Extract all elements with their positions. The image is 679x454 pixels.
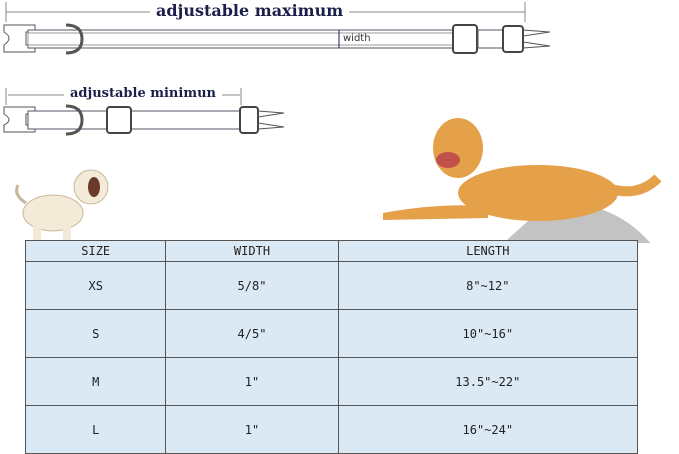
header-width: WIDTH (165, 240, 339, 262)
width-cell: 4/5" (165, 309, 339, 358)
table-row: S 4/5" 10"~16" (24, 309, 639, 358)
table-row: M 1" 13.5"~22" (24, 357, 639, 406)
width-cell: 1" (165, 357, 339, 406)
golden-retriever-illustration (383, 118, 662, 243)
table-row: L 1" 16"~24" (24, 405, 639, 454)
length-cell: 8"~12" (337, 261, 639, 310)
width-label: width (343, 33, 371, 44)
table-row: XS 5/8" 8"~12" (24, 261, 639, 310)
size-cell: XS (24, 261, 167, 310)
collar-max-label: adjustable maximum (150, 1, 350, 20)
length-cell: 16"~24" (337, 405, 639, 454)
puppy-illustration (15, 169, 109, 240)
size-cell: M (24, 357, 167, 406)
length-cell: 13.5"~22" (337, 357, 639, 406)
width-cell: 5/8" (165, 261, 339, 310)
size-cell: S (24, 309, 167, 358)
header-length: LENGTH (337, 240, 639, 262)
header-size: SIZE (24, 240, 167, 262)
width-cell: 1" (165, 405, 339, 454)
length-cell: 10"~16" (337, 309, 639, 358)
size-cell: L (24, 405, 167, 454)
collar-min-label: adjustable minimun (64, 86, 222, 101)
size-chart-table: SIZE WIDTH LENGTH XS 5/8" 8"~12" S 4/5" 10"~… (24, 240, 639, 454)
table-header-row: SIZE WIDTH LENGTH (24, 240, 639, 262)
